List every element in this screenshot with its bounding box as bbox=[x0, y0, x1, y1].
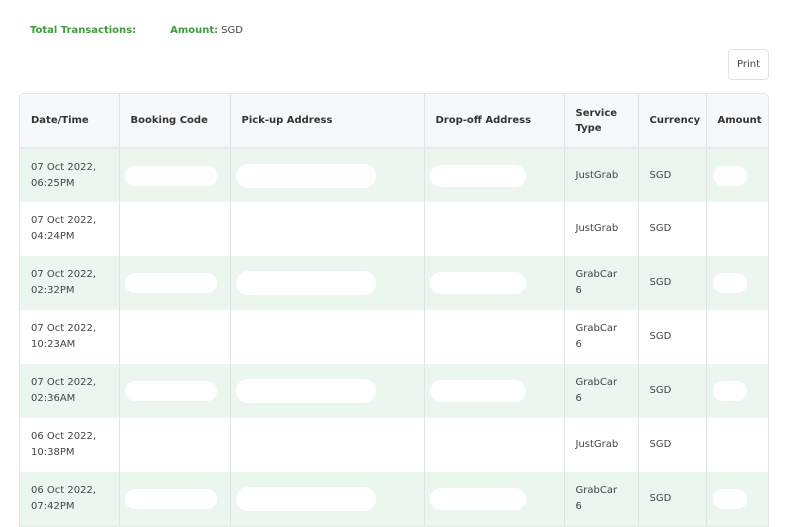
cell-amount bbox=[706, 418, 768, 472]
header-date-time: Date/Time bbox=[20, 94, 120, 149]
cell-currency: SGD bbox=[638, 364, 707, 418]
cell-service-type: GrabCar 6 bbox=[564, 364, 639, 418]
header-currency: Currency bbox=[638, 94, 707, 149]
cell-booking-code bbox=[119, 472, 231, 526]
cell-currency: SGD bbox=[638, 418, 707, 472]
cell-date-time: 07 Oct 2022, 04:24PM bbox=[20, 202, 120, 256]
cell-service-type: GrabCar 6 bbox=[564, 256, 639, 310]
cell-amount bbox=[706, 148, 768, 202]
table-row[interactable]: 07 Oct 2022, 02:36AM GrabCar 6 SGD bbox=[20, 364, 768, 418]
redaction-mark bbox=[235, 271, 376, 295]
redaction-mark bbox=[124, 273, 217, 293]
amount-currency: SGD bbox=[221, 25, 243, 36]
cell-dropoff-address bbox=[424, 310, 565, 364]
header-booking-code: Booking Code bbox=[119, 94, 231, 149]
print-button[interactable]: Print bbox=[728, 49, 769, 80]
header-amount: Amount bbox=[706, 94, 768, 149]
cell-booking-code bbox=[119, 148, 231, 202]
table-row[interactable]: 07 Oct 2022, 10:23AM GrabCar 6 SGD bbox=[20, 310, 768, 364]
redaction-mark bbox=[124, 381, 217, 401]
cell-amount bbox=[706, 364, 768, 418]
cell-amount bbox=[706, 256, 768, 310]
time: 06:25PM bbox=[31, 177, 75, 189]
cell-pickup-address bbox=[230, 310, 425, 364]
redaction-mark bbox=[712, 273, 747, 293]
time: 02:32PM bbox=[31, 285, 75, 296]
summary-bar: Total Transactions: Amount: SGD bbox=[30, 25, 243, 36]
date: 07 Oct 2022, bbox=[31, 215, 96, 226]
total-transactions-label: Total Transactions: bbox=[30, 25, 137, 36]
cell-pickup-address bbox=[230, 418, 425, 472]
cell-dropoff-address bbox=[424, 202, 565, 256]
redaction-mark bbox=[235, 164, 376, 188]
cell-date-time: 07 Oct 2022, 06:25PM bbox=[20, 148, 120, 202]
cell-dropoff-address bbox=[424, 472, 565, 526]
redaction-mark bbox=[712, 166, 747, 186]
header-dropoff-address: Drop-off Address bbox=[424, 94, 565, 149]
cell-currency: SGD bbox=[638, 310, 707, 364]
cell-currency: SGD bbox=[638, 472, 707, 526]
transactions-table: Date/Time Booking Code Pick-up Address Drop… bbox=[19, 93, 769, 527]
cell-amount bbox=[706, 202, 768, 256]
cell-dropoff-address bbox=[424, 148, 565, 202]
redaction-mark bbox=[429, 380, 526, 402]
redaction-mark bbox=[712, 381, 747, 401]
redaction-mark bbox=[124, 166, 217, 186]
cell-pickup-address bbox=[230, 256, 425, 310]
time: 02:36AM bbox=[31, 393, 76, 404]
table-row[interactable]: 07 Oct 2022, 04:24PM JustGrab SGD bbox=[20, 202, 768, 256]
cell-service-type: JustGrab bbox=[564, 202, 639, 256]
cell-pickup-address bbox=[230, 202, 425, 256]
table-row[interactable]: 06 Oct 2022, 10:38PM JustGrab SGD bbox=[20, 418, 768, 472]
cell-date-time: 07 Oct 2022, 02:32PM bbox=[20, 256, 120, 310]
cell-date-time: 07 Oct 2022, 10:23AM bbox=[20, 310, 120, 364]
time: 07:42PM bbox=[31, 501, 75, 512]
cell-pickup-address bbox=[230, 148, 425, 202]
cell-booking-code bbox=[119, 364, 231, 418]
cell-dropoff-address bbox=[424, 256, 565, 310]
cell-currency: SGD bbox=[638, 148, 707, 202]
cell-dropoff-address bbox=[424, 364, 565, 418]
redaction-mark bbox=[124, 489, 217, 509]
header-service-type: Service Type bbox=[564, 94, 639, 149]
table-row[interactable]: 07 Oct 2022, 02:32PM GrabCar 6 SGD bbox=[20, 256, 768, 310]
date: 07 Oct 2022, bbox=[31, 161, 96, 173]
cell-dropoff-address bbox=[424, 418, 565, 472]
time: 10:23AM bbox=[31, 339, 76, 350]
cell-currency: SGD bbox=[638, 202, 707, 256]
date: 06 Oct 2022, bbox=[31, 431, 96, 442]
redaction-mark bbox=[429, 165, 526, 187]
date: 07 Oct 2022, bbox=[31, 323, 96, 334]
redaction-mark bbox=[712, 489, 747, 509]
amount-label: Amount: bbox=[170, 25, 219, 36]
date: 07 Oct 2022, bbox=[31, 377, 96, 388]
redaction-mark bbox=[235, 379, 376, 403]
time: 04:24PM bbox=[31, 231, 75, 242]
redaction-mark bbox=[429, 272, 526, 294]
cell-service-type: JustGrab bbox=[564, 148, 639, 202]
cell-booking-code bbox=[119, 202, 231, 256]
redaction-mark bbox=[429, 488, 526, 510]
cell-currency: SGD bbox=[638, 256, 707, 310]
date: 07 Oct 2022, bbox=[31, 269, 96, 280]
cell-date-time: 06 Oct 2022, 07:42PM bbox=[20, 472, 120, 526]
cell-booking-code bbox=[119, 418, 231, 472]
cell-amount bbox=[706, 310, 768, 364]
cell-amount bbox=[706, 472, 768, 526]
cell-booking-code bbox=[119, 256, 231, 310]
cell-pickup-address bbox=[230, 364, 425, 418]
header-pickup-address: Pick-up Address bbox=[230, 94, 425, 149]
cell-service-type: GrabCar 6 bbox=[564, 472, 639, 526]
date: 06 Oct 2022, bbox=[31, 485, 96, 496]
time: 10:38PM bbox=[31, 447, 75, 458]
cell-service-type: GrabCar 6 bbox=[564, 310, 639, 364]
cell-service-type: JustGrab bbox=[564, 418, 639, 472]
cell-date-time: 07 Oct 2022, 02:36AM bbox=[20, 364, 120, 418]
redaction-mark bbox=[235, 487, 376, 511]
cell-pickup-address bbox=[230, 472, 425, 526]
cell-date-time: 06 Oct 2022, 10:38PM bbox=[20, 418, 120, 472]
cell-booking-code bbox=[119, 310, 231, 364]
table-row[interactable]: 06 Oct 2022, 07:42PM GrabCar 6 SGD bbox=[20, 472, 768, 526]
table-row[interactable]: 07 Oct 2022, 06:25PM JustGrab SGD bbox=[20, 148, 768, 202]
